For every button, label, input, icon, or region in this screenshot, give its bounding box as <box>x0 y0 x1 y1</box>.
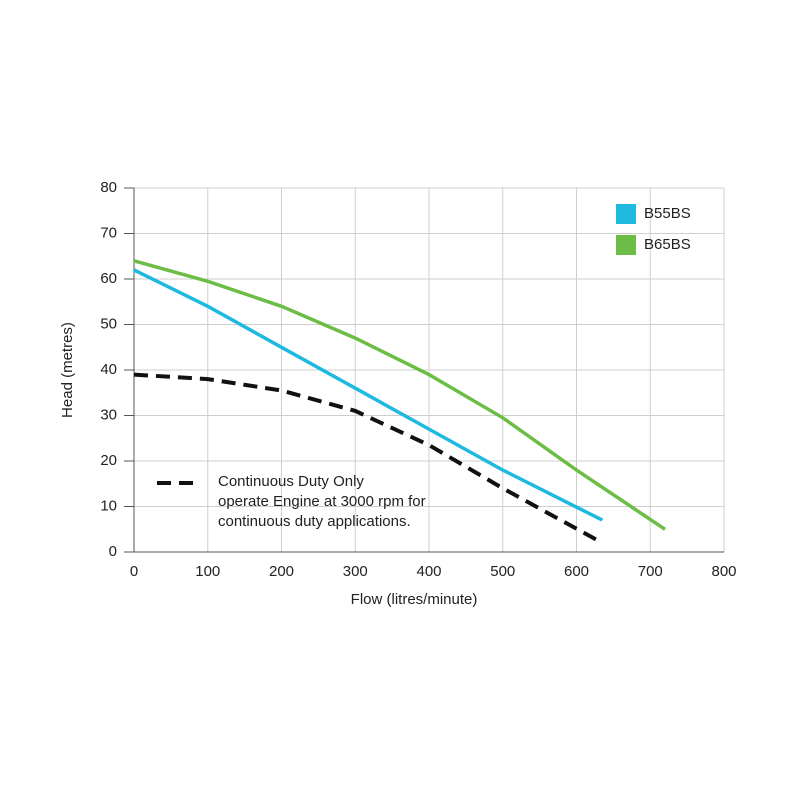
x-tick-label: 200 <box>269 563 294 580</box>
x-tick-label: 600 <box>564 563 589 580</box>
y-tick-label: 30 <box>100 406 117 423</box>
legend-label: B55BS <box>644 205 691 222</box>
x-tick-label: 100 <box>195 563 220 580</box>
legend-swatch <box>616 235 636 255</box>
data-line <box>133 268 604 522</box>
x-tick-label: 700 <box>638 563 663 580</box>
legend-swatch <box>616 204 636 224</box>
y-tick-label: 60 <box>100 270 117 287</box>
y-tick-label: 50 <box>100 315 117 332</box>
x-tick-label: 300 <box>343 563 368 580</box>
legend-label: B65BS <box>644 236 691 253</box>
y-tick-label: 10 <box>100 497 117 514</box>
x-tick-label: 400 <box>416 563 441 580</box>
annotation: continuous duty applications. <box>218 513 411 530</box>
x-tick-label: 800 <box>711 563 736 580</box>
y-tick-label: 80 <box>100 179 117 196</box>
y-tick-label: 40 <box>100 361 117 378</box>
data-line <box>133 372 604 545</box>
y-tick-label: 20 <box>100 452 117 469</box>
x-tick-label: 500 <box>490 563 515 580</box>
x-axis-label: Flow (litres/minute) <box>351 591 478 608</box>
y-tick-label: 70 <box>100 224 117 241</box>
x-tick-label: 0 <box>130 563 138 580</box>
y-tick-label: 0 <box>109 543 117 560</box>
annotation: operate Engine at 3000 rpm for <box>218 493 426 510</box>
annotation: Continuous Duty Only <box>218 473 364 490</box>
y-axis-label: Head (metres) <box>59 322 76 418</box>
data-line <box>133 259 666 531</box>
